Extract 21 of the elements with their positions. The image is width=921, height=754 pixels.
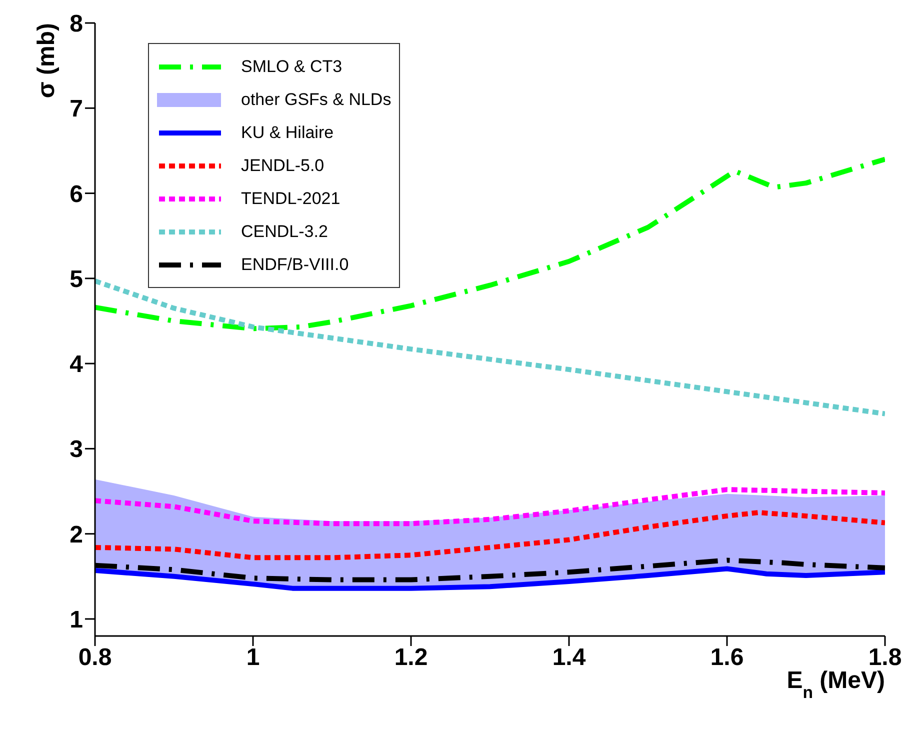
legend-label: CENDL-3.2 [241, 222, 328, 242]
y-tick-label: 8 [70, 10, 83, 38]
legend-label: SMLO & CT3 [241, 56, 342, 76]
y-tick-label: 3 [70, 436, 83, 464]
x-tick-label: 1.2 [394, 644, 428, 672]
legend-label: ENDF/B-VIII.0 [241, 254, 349, 274]
y-tick-label: 5 [70, 266, 83, 293]
legend-label: TENDL-2021 [241, 188, 340, 208]
y-tick-label: 4 [70, 351, 84, 378]
y-tick-label: 6 [70, 180, 83, 208]
legend-label: KU & Hilaire [241, 122, 334, 142]
x-tick-label: 1 [246, 644, 260, 672]
x-tick-label: 1.4 [552, 644, 586, 672]
y-tick-label: 2 [70, 521, 83, 548]
y-tick-label: 1 [70, 606, 83, 634]
legend-label: other GSFs & NLDs [241, 90, 392, 110]
legend-label: JENDL-5.0 [241, 156, 324, 176]
x-tick-label: 1.6 [710, 644, 744, 672]
y-axis-title: σ (mb) [32, 23, 60, 98]
y-tick-label: 7 [70, 96, 83, 123]
x-tick-label: 0.8 [78, 644, 112, 672]
